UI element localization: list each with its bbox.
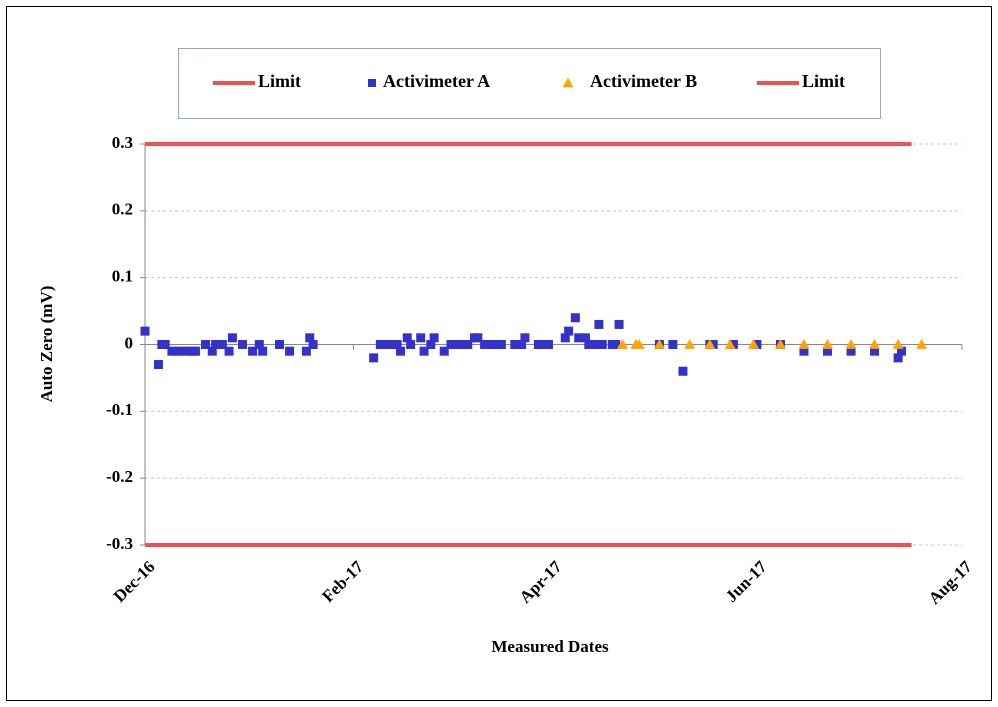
point — [308, 340, 318, 349]
y-tick-label: -0.1 — [106, 400, 133, 419]
point — [774, 339, 786, 349]
point — [274, 340, 284, 349]
point — [369, 353, 379, 363]
legend-label: Activimeter A — [383, 71, 490, 91]
point — [385, 340, 395, 349]
point — [591, 340, 601, 349]
point — [160, 340, 170, 349]
point — [748, 339, 760, 349]
y-tick-label: -0.2 — [106, 467, 133, 486]
point — [419, 346, 429, 356]
point — [140, 326, 150, 336]
point — [392, 340, 402, 349]
point — [174, 346, 184, 356]
point — [379, 340, 389, 349]
point — [211, 340, 221, 349]
point — [570, 313, 580, 323]
point — [510, 340, 520, 349]
point — [633, 339, 645, 349]
point — [728, 340, 738, 349]
point — [517, 340, 527, 349]
point — [560, 333, 570, 343]
point — [846, 346, 856, 356]
point — [580, 333, 590, 343]
point — [574, 333, 584, 343]
point — [301, 346, 311, 356]
point — [870, 346, 880, 356]
point — [896, 346, 906, 356]
point — [611, 340, 621, 349]
point — [480, 340, 490, 349]
point — [426, 340, 436, 349]
point — [704, 339, 716, 349]
legend-label: Limit — [258, 71, 301, 91]
point — [616, 339, 628, 349]
point — [258, 346, 268, 356]
point — [456, 340, 466, 349]
point — [217, 340, 227, 349]
y-tick-label: 0.2 — [112, 200, 133, 219]
legend-label: Activimeter B — [590, 71, 697, 91]
point — [520, 333, 530, 343]
point — [402, 333, 412, 343]
y-tick-label: 0 — [125, 333, 134, 352]
point — [486, 340, 496, 349]
point — [227, 333, 237, 343]
point — [543, 340, 553, 349]
point — [396, 346, 406, 356]
point — [153, 360, 163, 370]
x-axis-title: Measured Dates — [491, 637, 609, 656]
point — [614, 319, 624, 329]
point — [167, 346, 177, 356]
point — [254, 340, 264, 349]
point — [594, 319, 604, 329]
point — [892, 339, 904, 349]
point — [564, 326, 574, 336]
point — [473, 333, 483, 343]
point — [678, 366, 688, 376]
point — [752, 340, 762, 349]
point — [684, 339, 696, 349]
point — [496, 340, 506, 349]
legend-swatch — [562, 77, 574, 88]
y-tick-label: 0.3 — [112, 133, 133, 152]
point — [416, 333, 426, 343]
point — [180, 346, 190, 356]
point — [238, 340, 248, 349]
point — [597, 340, 607, 349]
point — [724, 339, 736, 349]
point — [869, 339, 881, 349]
point — [799, 346, 809, 356]
y-axis-title: Auto Zero (mV) — [37, 286, 56, 403]
point — [190, 346, 200, 356]
point — [449, 340, 459, 349]
point — [533, 340, 543, 349]
point — [668, 340, 678, 349]
point — [823, 346, 833, 356]
point — [916, 339, 928, 349]
point — [584, 340, 594, 349]
point — [893, 353, 903, 363]
point — [439, 346, 449, 356]
y-tick-label: -0.3 — [106, 534, 133, 553]
legend-swatch — [368, 79, 376, 87]
point — [845, 339, 857, 349]
point — [463, 340, 473, 349]
point — [248, 346, 258, 356]
y-tick-label: 0.1 — [112, 267, 133, 286]
point — [822, 339, 834, 349]
legend-label: Limit — [802, 71, 845, 91]
point — [201, 340, 211, 349]
point — [305, 333, 315, 343]
point — [285, 346, 295, 356]
point — [429, 333, 439, 343]
point — [406, 340, 416, 349]
point — [708, 340, 718, 349]
point — [207, 346, 217, 356]
point — [224, 346, 234, 356]
point — [653, 339, 665, 349]
point — [798, 339, 810, 349]
